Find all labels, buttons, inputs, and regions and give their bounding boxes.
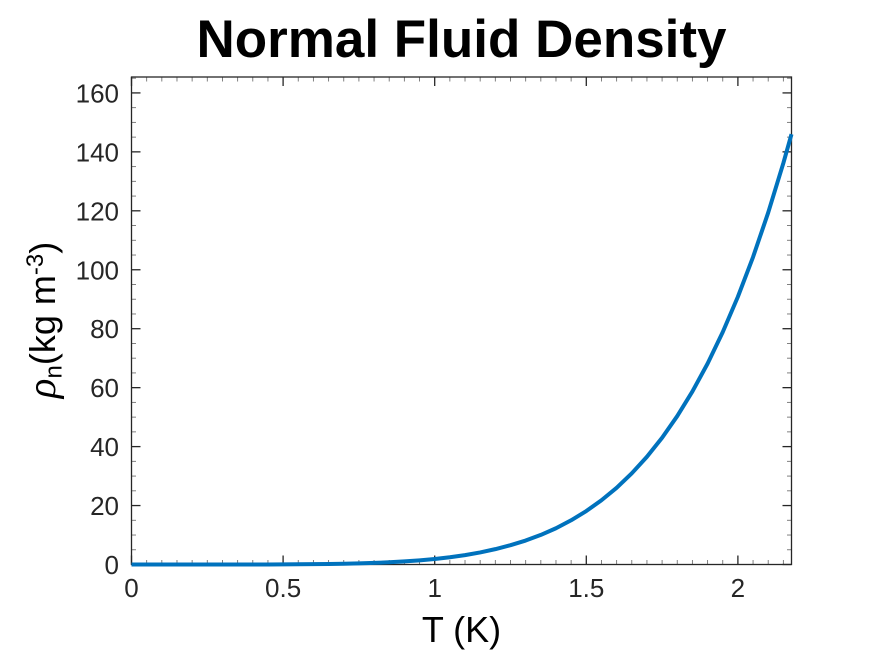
x-tick-label: 0.5 xyxy=(265,573,301,603)
y-tick-label: 100 xyxy=(76,255,119,285)
x-tick-label: 2 xyxy=(731,573,745,603)
axis-box xyxy=(130,76,793,566)
minor-ticks xyxy=(131,77,792,565)
y-tick-label: 80 xyxy=(90,314,119,344)
chart-title: Normal Fluid Density xyxy=(196,10,727,69)
y-tick-label: 120 xyxy=(76,196,119,226)
x-tick-label: 1 xyxy=(427,573,441,603)
y-tick-label: 60 xyxy=(90,373,119,403)
y-tick-label: 160 xyxy=(76,78,119,108)
y-tick-label: 40 xyxy=(90,432,119,462)
x-tick-label: 1.5 xyxy=(568,573,604,603)
x-axis-label: T (K) xyxy=(421,609,502,650)
density-curve xyxy=(131,133,794,567)
y-tick-label: 140 xyxy=(76,137,119,167)
y-tick-label: 0 xyxy=(105,550,119,580)
major-ticks xyxy=(130,77,792,566)
x-tick-label: 0 xyxy=(124,573,138,603)
y-tick-label: 20 xyxy=(90,491,119,521)
